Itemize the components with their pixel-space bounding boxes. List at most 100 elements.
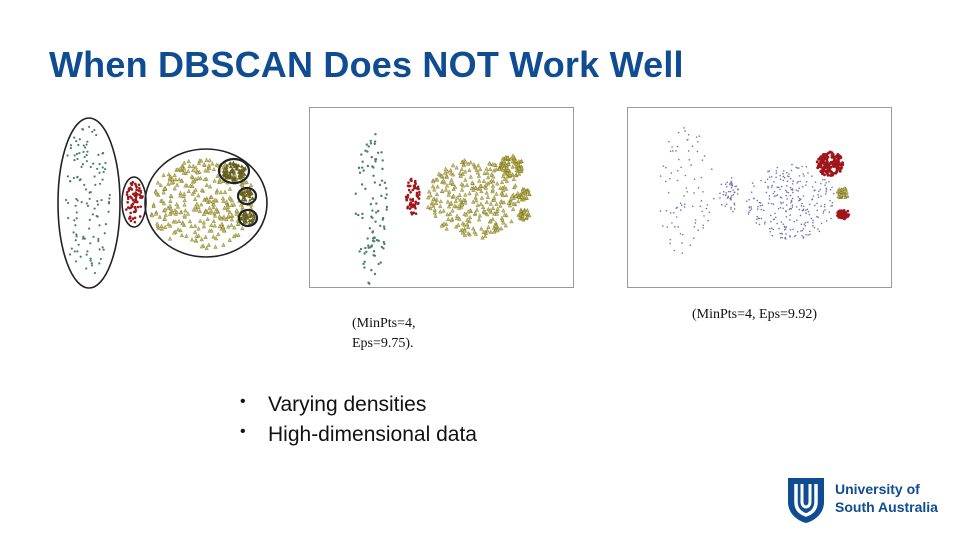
yellow-cluster-point <box>426 204 431 209</box>
yellow-cluster-point <box>445 169 450 174</box>
yellow-cluster-point <box>174 209 179 214</box>
green-cluster-point <box>369 142 373 145</box>
noise-point <box>790 199 793 202</box>
yellow-dense-point <box>502 158 507 163</box>
yellow-cluster-point <box>168 203 173 208</box>
green-cluster-point <box>373 236 376 240</box>
yellow-cluster-point <box>500 193 505 198</box>
red-cluster-point <box>138 215 142 218</box>
yellow-cluster-point <box>173 219 178 224</box>
yellow-cluster-point <box>498 185 503 190</box>
noise-point <box>801 165 803 168</box>
green-cluster-point <box>383 181 387 184</box>
green-cluster-point <box>384 196 387 200</box>
noise-point <box>800 230 802 232</box>
yellow-cluster-point <box>427 189 432 194</box>
green-cluster-point <box>368 282 371 285</box>
noise-point <box>750 206 752 208</box>
yellow-cluster-point <box>501 200 507 205</box>
dense-cluster-point <box>231 160 236 165</box>
noise-point <box>791 204 794 206</box>
dense-cluster-point <box>242 172 247 176</box>
noise-point <box>681 252 684 254</box>
yellow-cluster-point <box>468 174 473 179</box>
noise-point <box>780 221 783 223</box>
noise-point <box>761 204 764 206</box>
green-cluster-point <box>79 178 82 181</box>
yellow-cluster-point <box>211 202 216 207</box>
green-cluster-point <box>78 152 81 155</box>
yellow-cluster-point <box>240 182 245 187</box>
red-cluster-point <box>842 217 846 221</box>
yellow-cluster-point <box>490 216 495 221</box>
green-cluster-point <box>76 157 79 161</box>
noise-point <box>806 208 809 211</box>
green-cluster-point <box>385 208 388 211</box>
green-cluster-point <box>377 262 380 266</box>
yellow-cluster-point <box>463 192 468 197</box>
yellow-cluster-point <box>236 232 241 237</box>
noise-point <box>782 172 784 175</box>
noise-point <box>781 232 783 235</box>
green-cluster-point <box>83 237 86 240</box>
green-cluster-point <box>361 216 364 220</box>
green-cluster-point <box>73 159 76 162</box>
yellow-cluster-point <box>431 203 436 208</box>
red-cluster-point <box>846 209 850 213</box>
noise-point <box>810 217 813 220</box>
green-cluster-point <box>97 153 100 156</box>
red-cluster-point <box>839 156 843 160</box>
noise-point <box>729 190 732 193</box>
green-cluster-point <box>88 197 91 200</box>
red-cluster-point <box>135 188 138 192</box>
green-cluster-point <box>82 150 85 153</box>
yellow-cluster-point <box>199 237 204 242</box>
yellow-cluster-point <box>467 167 472 172</box>
dense-cluster-point <box>231 162 236 167</box>
dense-cluster-point <box>239 216 244 220</box>
noise-point <box>774 216 777 219</box>
yellow-cluster-point <box>463 200 468 205</box>
yellow-cluster-point <box>492 211 497 216</box>
yellow-cluster-point <box>486 206 491 211</box>
green-cluster-point <box>370 155 373 159</box>
noise-point <box>748 198 750 201</box>
green-cluster-point <box>69 144 73 147</box>
noise-point <box>701 159 704 161</box>
yellow-cluster-point <box>183 183 188 188</box>
green-cluster-point <box>93 271 97 275</box>
red-cluster-point <box>134 199 138 202</box>
yellow-cluster-point <box>451 172 456 177</box>
noise-point <box>824 178 826 181</box>
caption-eps-9-92: (MinPts=4, Eps=9.92) <box>692 307 818 322</box>
yellow-cluster-point <box>225 204 231 209</box>
green-cluster-point <box>75 211 78 214</box>
yellow-cluster-point <box>459 159 465 164</box>
yellow-cluster-point <box>166 181 171 186</box>
noise-point <box>659 210 662 212</box>
noise-point <box>779 174 781 177</box>
red-cluster-point <box>413 203 417 206</box>
noise-point <box>824 184 826 186</box>
noise-point <box>764 181 766 184</box>
green-cluster-point <box>74 260 78 263</box>
red-cluster-point <box>414 200 418 204</box>
yellow-cluster-point <box>492 195 497 200</box>
noise-point <box>665 209 668 212</box>
red-cluster-point <box>406 184 410 188</box>
red-cluster-point <box>132 192 135 196</box>
green-cluster-point <box>374 160 377 163</box>
green-cluster-point <box>364 149 367 152</box>
yellow-dense-point <box>510 172 515 177</box>
yellow-cluster-point <box>180 220 185 226</box>
yellow-cluster-point <box>451 193 456 198</box>
caption-eps-9-75: (MinPts=4, Eps=9.75). <box>352 314 462 354</box>
yellow-cluster-point <box>477 185 482 190</box>
yellow-cluster-point <box>167 175 172 181</box>
yellow-cluster-point <box>458 197 463 202</box>
green-cluster-point <box>382 225 386 228</box>
red-cluster-point <box>829 165 833 169</box>
yellow-cluster-point <box>232 225 237 230</box>
yellow-dense-point <box>514 158 519 163</box>
yellow-cluster-point <box>204 197 209 202</box>
